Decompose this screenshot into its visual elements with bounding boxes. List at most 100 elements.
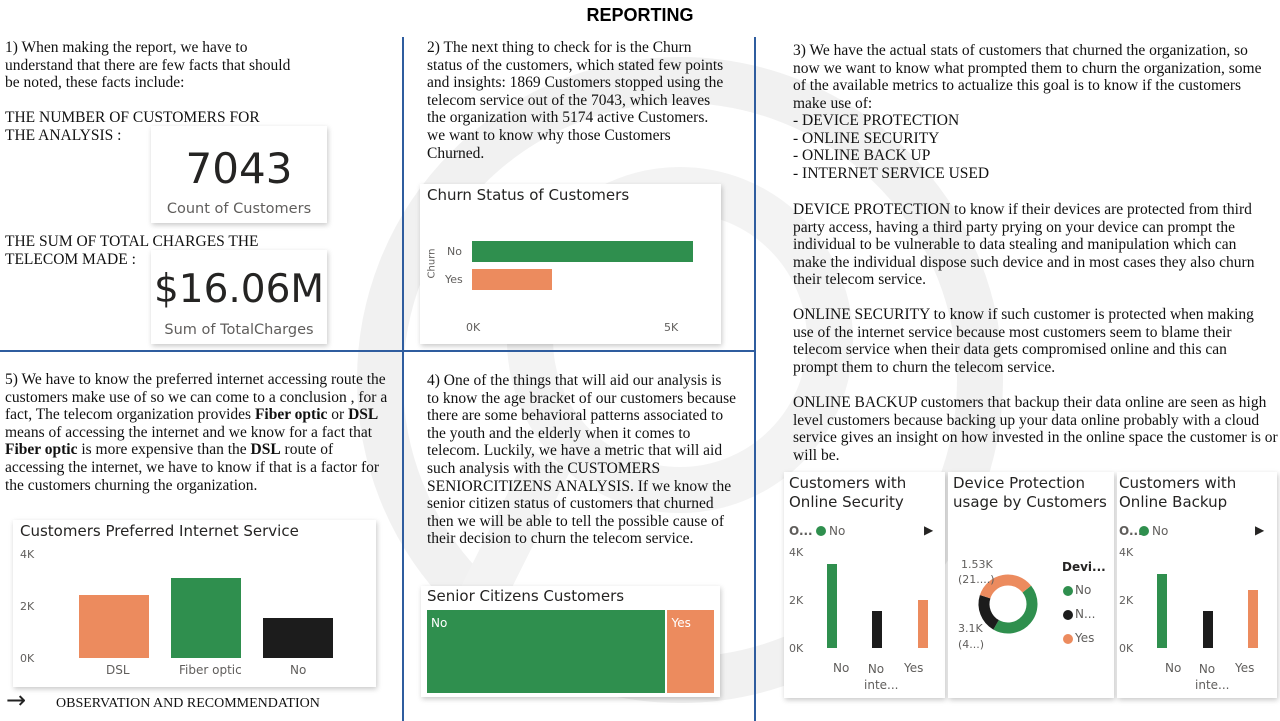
security-title-1: Customers with — [789, 474, 907, 492]
section4-text: 4) One of the things that will aid our a… — [427, 372, 737, 548]
section1-intro: 1) When making the report, we have to un… — [5, 39, 291, 92]
churn-cat-no: No — [447, 245, 462, 258]
churn-tick-5k: 5K — [664, 321, 679, 334]
backup-legend-no: No — [1152, 524, 1169, 538]
device-legend-no: No — [1075, 583, 1092, 597]
backup-bar-no[interactable] — [1157, 573, 1167, 648]
backup-tick-0k: 0K — [1119, 642, 1134, 655]
chart-senior-title: Senior Citizens Customers — [427, 587, 625, 605]
security-bar-no[interactable] — [827, 564, 837, 648]
internet-tick-2k: 2K — [20, 600, 35, 613]
kpi-sum-value: $16.06M — [153, 267, 325, 312]
churn-bar-no[interactable] — [472, 241, 694, 262]
security-title-2: Online Security — [789, 493, 904, 511]
backup-legend-prefix: O... — [1119, 524, 1143, 538]
donut-slice-yes[interactable] — [979, 574, 1032, 599]
kpi-card-count[interactable]: 7043 Count of Customers — [151, 126, 327, 223]
device-title-1: Device Protection — [953, 474, 1085, 492]
senior-label-no: No — [431, 616, 448, 630]
device-label-bot-2: (4...) — [958, 638, 985, 651]
backup-cat-yes: Yes — [1235, 661, 1255, 675]
section5-text: 5) We have to know the preferred interne… — [5, 371, 390, 494]
security-cat-yes: Yes — [904, 661, 924, 675]
count-label: THE NUMBER OF CUSTOMERS FOR THE ANALYSIS… — [5, 109, 260, 144]
chart-online-backup[interactable]: Customers with Online Backup O... No ▶ 4… — [1117, 472, 1277, 698]
backup-cat-no-internet: No inte... — [1195, 662, 1230, 692]
donut-slice-no-internet[interactable] — [978, 595, 1000, 630]
chart-online-security[interactable]: Customers with Online Security O... No ▶… — [784, 472, 945, 698]
internet-cat-dsl: DSL — [106, 663, 130, 677]
kpi-count-value: 7043 — [185, 144, 293, 193]
backup-cat-no: No — [1165, 661, 1182, 675]
dsl-bold: DSL — [348, 406, 379, 424]
internet-bar-fiber[interactable] — [171, 577, 241, 658]
device-label-bot-1: 3.1K — [958, 622, 983, 635]
section3-security-paragraph: ONLINE SECURITY to know if such customer… — [793, 306, 1254, 376]
security-tick-2k: 2K — [789, 594, 804, 607]
observation-link[interactable]: OBSERVATION AND RECOMMENDATION — [56, 696, 320, 711]
churn-tick-0k: 0K — [466, 321, 481, 334]
divider-vertical-2 — [754, 37, 756, 721]
security-bar-yes[interactable] — [918, 599, 928, 648]
internet-bar-no[interactable] — [263, 618, 333, 658]
senior-label-yes: Yes — [671, 616, 691, 630]
chart-churn-status[interactable]: Churn Status of Customers Churn No Yes 0… — [420, 184, 721, 344]
security-cat-no-internet: No inte... — [864, 662, 899, 692]
device-legend-yes: Yes — [1075, 631, 1095, 645]
churn-axis-label: Churn — [426, 248, 438, 279]
chart-senior-citizens[interactable]: Senior Citizens Customers No Yes — [421, 586, 720, 697]
internet-cat-fiber: Fiber optic — [179, 663, 242, 677]
chart-device-protection[interactable]: Device Protection usage by Customers 1.5… — [948, 472, 1114, 698]
security-legend-prefix: O... — [789, 524, 813, 538]
arrow-right-icon[interactable]: → — [6, 686, 27, 714]
legend-dot-green — [816, 526, 826, 536]
list-item: - ONLINE BACK UP — [793, 147, 931, 165]
device-label-top-1: 1.53K — [961, 558, 993, 571]
chart-churn-title: Churn Status of Customers — [427, 186, 630, 204]
backup-tick-2k: 2K — [1119, 594, 1134, 607]
fiber-optic-bold: Fiber optic — [254, 406, 328, 424]
section5-text-c: is more expensive than the — [77, 441, 251, 459]
chart-internet-service[interactable]: Customers Preferred Internet Service 4K … — [13, 520, 376, 687]
internet-bar-dsl[interactable] — [79, 595, 149, 658]
play-icon[interactable]: ▶ — [924, 523, 934, 537]
section2-text: 2) The next thing to check for is the Ch… — [427, 39, 724, 162]
senior-bar-no[interactable]: No — [427, 610, 666, 693]
backup-tick-4k: 4K — [1119, 546, 1134, 559]
section3-backup-paragraph: ONLINE BACKUP customers that backup thei… — [793, 394, 1278, 464]
device-legend-no-internet: N... — [1075, 607, 1096, 621]
security-tick-4k: 4K — [789, 546, 804, 559]
security-bar-no-internet[interactable] — [872, 611, 882, 648]
churn-bar-yes[interactable] — [472, 269, 552, 290]
backup-bar-yes[interactable] — [1248, 589, 1258, 648]
list-item: - ONLINE SECURITY — [793, 129, 940, 147]
list-item: - INTERNET SERVICE USED — [793, 164, 990, 182]
kpi-count-caption: Count of Customers — [166, 201, 312, 217]
kpi-sum-caption: Sum of TotalCharges — [164, 322, 314, 338]
internet-tick-4k: 4K — [20, 548, 35, 561]
legend-dot-green — [1063, 586, 1073, 596]
donut-slice-no[interactable] — [993, 585, 1038, 634]
section5-text-or: or — [327, 406, 349, 424]
device-legend-title: Devi... — [1062, 560, 1106, 574]
device-title-2: usage by Customers — [953, 493, 1107, 511]
chart-internet-title: Customers Preferred Internet Service — [20, 522, 299, 540]
legend-dot-orange — [1063, 634, 1073, 644]
divider-horizontal — [0, 350, 756, 352]
security-legend-no: No — [829, 524, 846, 538]
section3-device-paragraph: DEVICE PROTECTION to know if their devic… — [793, 201, 1255, 289]
fiber-optic-bold-2: Fiber optic — [5, 441, 78, 459]
backup-bar-no-internet[interactable] — [1203, 611, 1213, 648]
sum-label: THE SUM OF TOTAL CHARGES THE TELECOM MAD… — [5, 233, 259, 268]
internet-cat-no: No — [290, 663, 307, 677]
device-donut[interactable] — [976, 572, 1040, 636]
device-label-top-2: (21....) — [958, 573, 995, 586]
list-item: - DEVICE PROTECTION — [793, 112, 960, 129]
page-title: REPORTING — [586, 5, 694, 25]
play-icon[interactable]: ▶ — [1255, 523, 1265, 537]
churn-cat-yes: Yes — [445, 273, 463, 286]
section5-text-a: 5) We have to know the preferred interne… — [5, 371, 388, 424]
kpi-card-sum[interactable]: $16.06M Sum of TotalCharges — [151, 250, 327, 344]
senior-bar-yes[interactable]: Yes — [667, 610, 714, 693]
section5-text-b: means of accessing the internet and we k… — [5, 423, 373, 441]
